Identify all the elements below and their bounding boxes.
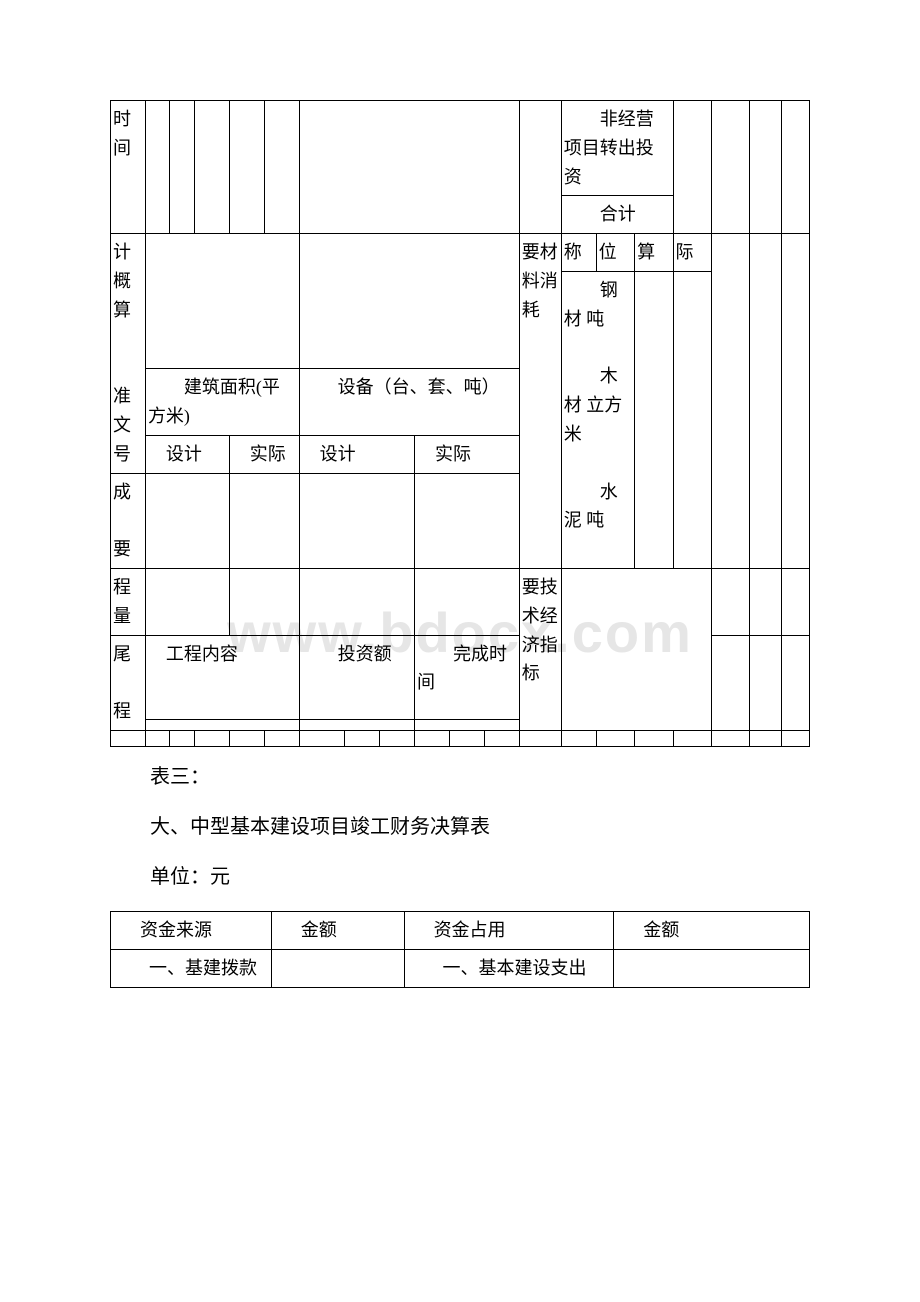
cell-h-ji: 际 [673, 234, 711, 272]
label-estimate: 计概算 [113, 242, 131, 320]
material-steel: 钢材 吨 [564, 280, 618, 329]
header-fund-use: 资金占用 [404, 911, 614, 949]
header-amount1: 金额 [271, 911, 404, 949]
cell-completion-time: 完成时间 [414, 635, 519, 719]
cell-h-wei: 位 [596, 234, 634, 272]
cell-shiji1: 实际 [229, 435, 299, 473]
cell-non-operating: 非经营项目转出投资 [561, 101, 673, 196]
cell-amount1 [271, 949, 404, 987]
cell-project-content: 工程内容 [145, 635, 299, 719]
cell-capital-expenditure: 一、基本建设支出 [404, 949, 614, 987]
cell-total: 合计 [561, 196, 673, 234]
cell-capital-allocation: 一、基建拨款 [111, 949, 272, 987]
label-cheng2: 程 [113, 701, 131, 721]
cell-material-consumption: 要材料消耗 [519, 234, 561, 569]
cell-investment: 投资额 [299, 635, 414, 719]
material-cement: 水泥 吨 [564, 482, 618, 531]
cell-quantity: 程量 [111, 568, 146, 635]
financial-table: 资金来源 金额 资金占用 金额 一、基建拨款 一、基本建设支出 [110, 911, 810, 988]
unit-label: 单位：元 [110, 857, 810, 897]
page-content: 时间 非经营项目转出投资 合计 计概算 准文号 要材料消耗 称 位 算 际 [0, 0, 920, 1048]
cell-building-area: 建筑面积(平方米) [145, 369, 299, 436]
cell-tech-economic: 要技术经济指标 [519, 568, 561, 730]
label-yao: 要 [113, 539, 131, 559]
label-approval: 准文号 [113, 357, 131, 463]
cell-time: 时间 [111, 101, 146, 234]
cell-h-suan: 算 [635, 234, 673, 272]
cell-wei-cheng: 尾 程 [111, 635, 146, 730]
label-cheng: 成 [113, 482, 131, 502]
header-fund-source: 资金来源 [111, 911, 272, 949]
cell-h-cheng: 称 [561, 234, 596, 272]
material-wood: 木材 立方米 [564, 366, 623, 444]
table3-label: 表三： [110, 757, 810, 797]
cell-sheji1: 设计 [145, 435, 229, 473]
cell-amount2 [614, 949, 810, 987]
cell-estimate-approval: 计概算 准文号 [111, 234, 146, 473]
header-amount2: 金额 [614, 911, 810, 949]
cell-equipment: 设备（台、套、吨） [299, 369, 519, 436]
main-table: 时间 非经营项目转出投资 合计 计概算 准文号 要材料消耗 称 位 算 际 [110, 100, 810, 747]
cell-shiji2: 实际 [414, 435, 519, 473]
table3-title: 大、中型基本建设项目竣工财务决算表 [110, 807, 810, 847]
cell-cheng-yao: 成 要 [111, 473, 146, 568]
cell-sheji2: 设计 [299, 435, 414, 473]
label-wei: 尾 [113, 644, 131, 664]
cell-materials: 钢材 吨 木材 立方米 水泥 吨 [561, 271, 634, 568]
